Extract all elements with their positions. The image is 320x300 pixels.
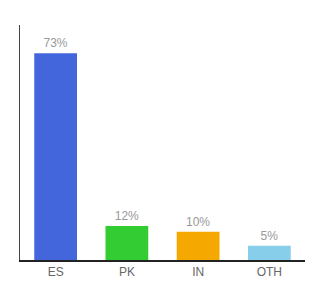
- svg-text:ES: ES: [48, 265, 64, 279]
- svg-text:IN: IN: [192, 265, 204, 279]
- svg-text:PK: PK: [119, 265, 135, 279]
- svg-text:10%: 10%: [186, 215, 210, 229]
- svg-text:73%: 73%: [43, 36, 67, 50]
- svg-text:5%: 5%: [261, 229, 279, 243]
- svg-text:12%: 12%: [115, 209, 139, 223]
- svg-text:OTH: OTH: [257, 265, 282, 279]
